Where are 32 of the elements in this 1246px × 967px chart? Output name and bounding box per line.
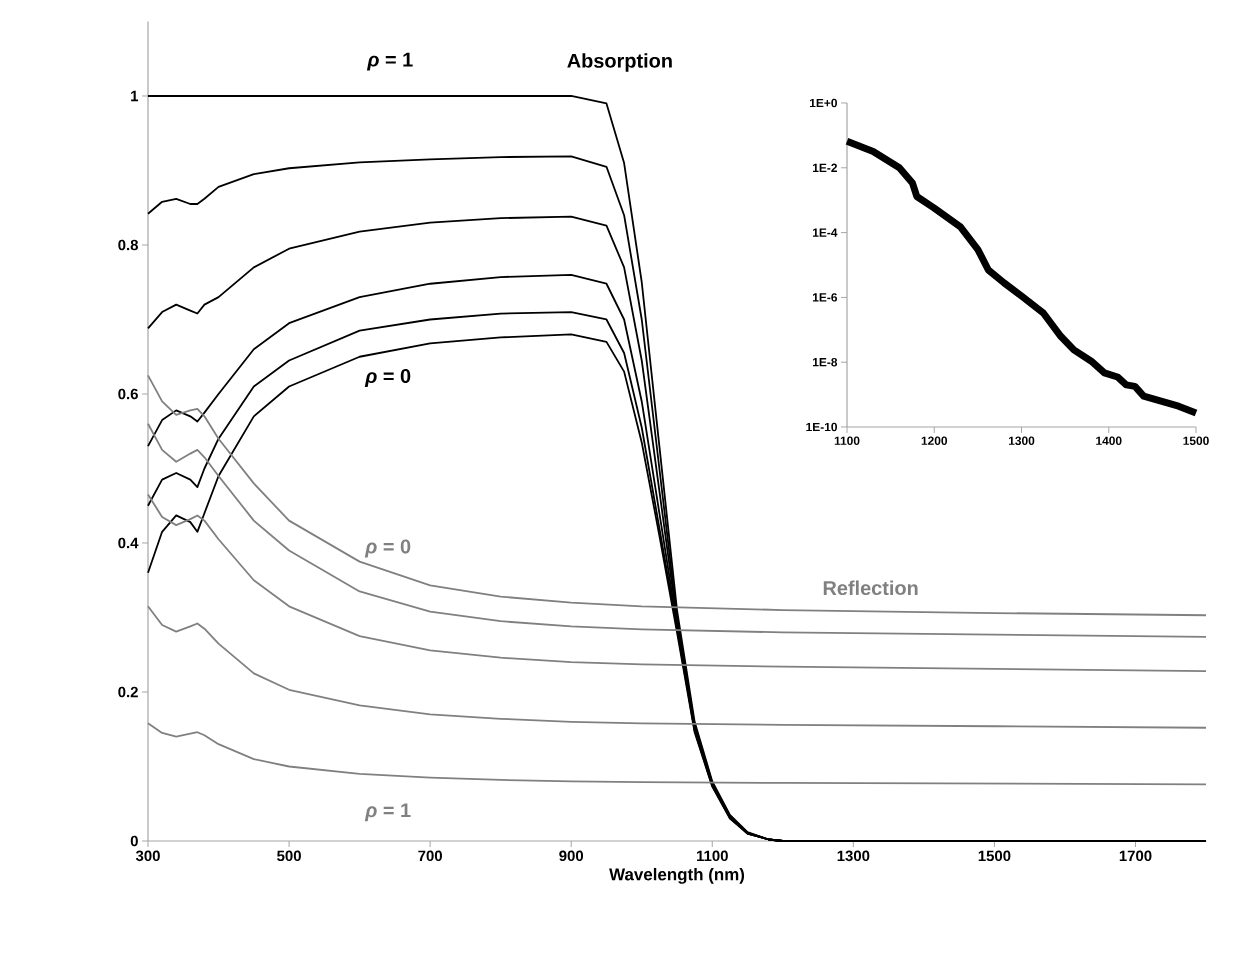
y-tick-label: 0.6 (118, 388, 138, 400)
x-tick-label: 500 (277, 850, 301, 862)
y-tick-label: 1E-6 (812, 293, 838, 302)
annotation: ρ = 1 (364, 803, 411, 822)
x-tick-label: 1200 (921, 436, 948, 445)
annotation: ρ = 0 (364, 539, 411, 558)
y-tick-label: 1E-2 (812, 163, 838, 172)
annotation: Reflection (823, 580, 918, 596)
x-tick-label: 1100 (697, 850, 728, 862)
x-tick-label: 1700 (1119, 850, 1152, 862)
x-tick-label: 1400 (1096, 436, 1122, 445)
x-tick-label: 1500 (978, 850, 1011, 862)
x-axis-title: Wavelength (nm) (609, 867, 745, 884)
y-tick-label: 1E+0 (809, 98, 837, 108)
y-tick-label: 1E-4 (812, 228, 838, 237)
x-tick-label: 900 (559, 850, 584, 862)
x-tick-label: 1500 (1183, 436, 1209, 445)
annotation: ρ = 1 (366, 52, 413, 71)
x-tick-label: 1300 (837, 850, 870, 862)
x-tick-label: 300 (135, 850, 160, 862)
x-tick-label: 1300 (1008, 436, 1035, 446)
annotation: ρ = 0 (364, 368, 411, 387)
y-tick-label: 0 (130, 835, 138, 847)
y-tick-label: 1 (131, 90, 139, 102)
x-tick-label: 1100 (834, 436, 860, 445)
y-tick-label: 1E-10 (806, 422, 837, 432)
y-tick-label: 1E-8 (812, 357, 838, 367)
y-tick-label: 0.4 (118, 537, 139, 549)
x-tick-label: 700 (418, 850, 442, 862)
annotation: Absorption (567, 53, 672, 72)
y-tick-label: 0.2 (118, 686, 138, 698)
y-tick-label: 0.8 (118, 239, 139, 251)
